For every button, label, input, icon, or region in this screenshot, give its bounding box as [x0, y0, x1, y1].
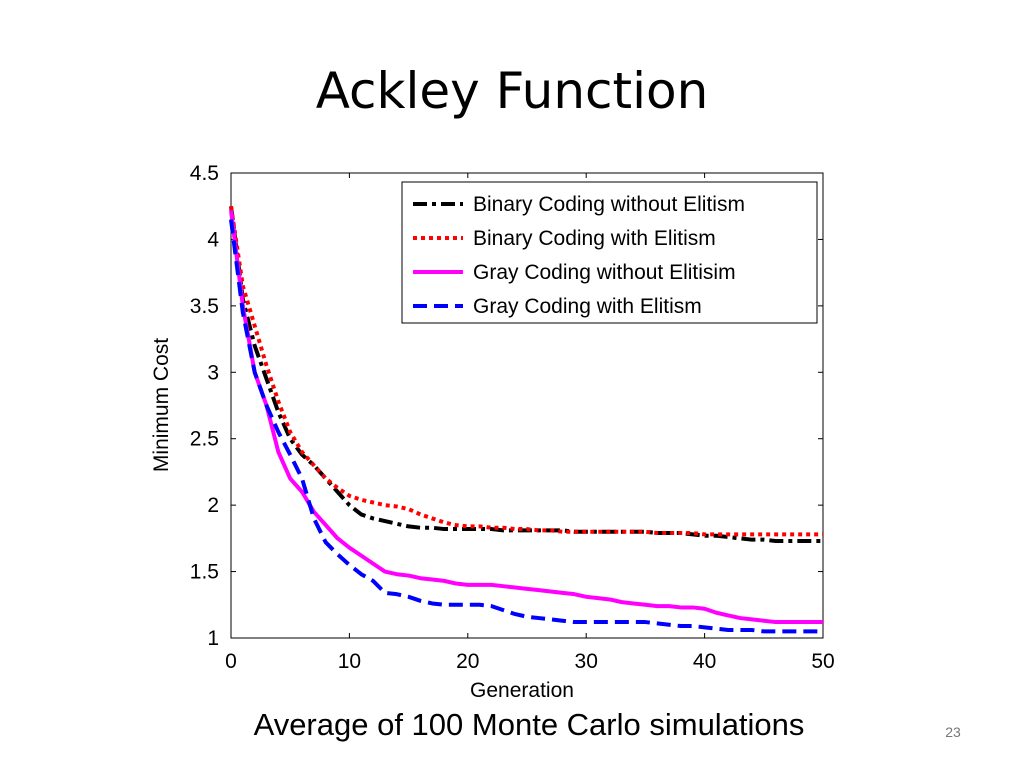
series-line-3 — [229, 209, 823, 625]
y-tick-label: 3.5 — [190, 295, 219, 318]
y-tick-label: 1.5 — [190, 561, 219, 584]
legend-label-2: Binary Coding with Elitism — [473, 227, 716, 250]
x-axis-label: Generation — [470, 679, 574, 702]
legend-label-3: Gray Coding without Elitisim — [473, 261, 736, 284]
x-tick-label: 30 — [575, 650, 598, 673]
legend-label-1: Binary Coding without Elitism — [473, 193, 745, 216]
y-tick-label: 4 — [207, 228, 219, 251]
slide-title: Ackley Function — [315, 62, 709, 120]
y-tick-label: 2 — [207, 494, 219, 517]
legend-label-4: Gray Coding with Elitism — [473, 295, 702, 318]
page-number: 23 — [945, 724, 961, 740]
x-tick-label: 0 — [225, 650, 237, 673]
axis-ticks: 0 10 20 30 40 50 1 1.5 2 2.5 3 3.5 4 4.5 — [190, 162, 835, 673]
x-tick-label: 20 — [456, 650, 479, 673]
x-tick-label: 40 — [693, 650, 716, 673]
y-tick-label: 4.5 — [190, 162, 219, 185]
series-line-2 — [229, 205, 823, 537]
legend: Binary Coding without Elitism Binary Codi… — [401, 181, 818, 324]
chart-caption: Average of 100 Monte Carlo simulations — [253, 707, 805, 742]
y-tick-label: 1 — [207, 627, 219, 650]
y-tick-label: 3 — [207, 361, 219, 384]
x-tick-label: 10 — [338, 650, 361, 673]
series-group — [229, 205, 823, 634]
x-tick-label: 50 — [811, 650, 834, 673]
y-axis-label: Minimum Cost — [150, 338, 173, 472]
y-tick-label: 2.5 — [190, 428, 219, 451]
legend-box — [401, 181, 818, 324]
series-line-4 — [229, 219, 823, 634]
